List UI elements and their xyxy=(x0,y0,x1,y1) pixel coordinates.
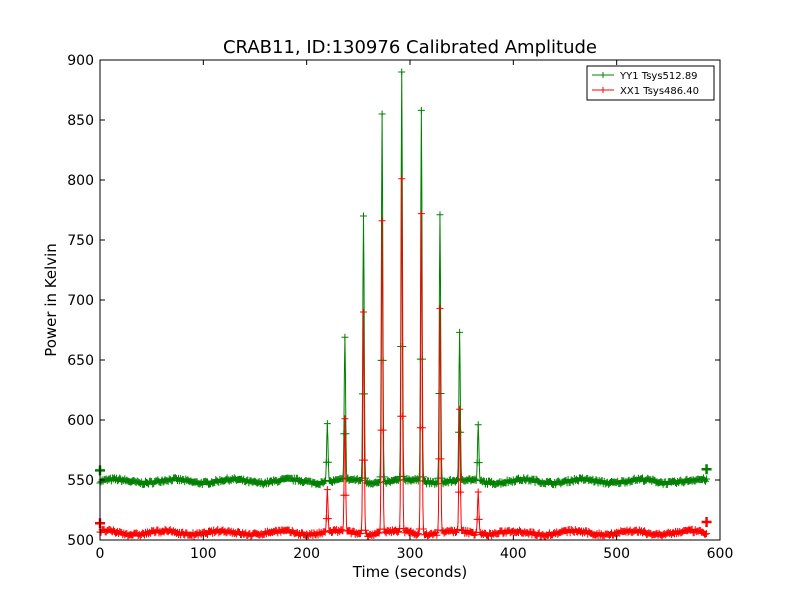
data-point xyxy=(703,530,711,538)
data-point xyxy=(360,212,367,220)
data-point xyxy=(457,488,465,496)
data-point xyxy=(398,175,406,183)
data-point xyxy=(437,455,445,463)
data-point xyxy=(321,528,329,536)
data-point xyxy=(342,430,350,438)
y-tick-label: 900 xyxy=(67,53,94,69)
data-point xyxy=(324,515,332,523)
data-point xyxy=(438,474,446,482)
x-axis-label: Time (seconds) xyxy=(352,563,468,581)
data-point xyxy=(378,110,386,118)
data-point xyxy=(475,459,483,467)
data-point xyxy=(395,476,403,484)
legend-marker xyxy=(600,72,606,78)
data-point xyxy=(360,308,367,316)
data-point xyxy=(342,491,350,499)
y-tick-label: 850 xyxy=(67,113,94,129)
y-tick-label: 800 xyxy=(67,173,94,189)
data-point xyxy=(361,456,369,464)
y-tick-label: 650 xyxy=(67,353,94,369)
legend-label: XX1 Tsys486.40 xyxy=(620,86,699,97)
data-point xyxy=(378,217,386,225)
data-point xyxy=(457,428,465,436)
data-point xyxy=(703,475,711,483)
plot-frame xyxy=(99,59,721,541)
data-point xyxy=(475,515,483,523)
data-point xyxy=(338,526,346,534)
data-point xyxy=(362,474,370,482)
data-point xyxy=(394,528,402,536)
legend-item: XX1 Tsys486.40 xyxy=(592,86,699,97)
data-point xyxy=(380,473,388,481)
legend-marker xyxy=(600,87,606,93)
data-point xyxy=(432,478,440,486)
x-axis: 0 100 200 300 400 500 600 xyxy=(96,60,734,562)
data-point xyxy=(398,68,406,76)
data-point xyxy=(433,531,441,539)
data-point xyxy=(471,475,479,483)
data-point xyxy=(454,526,462,534)
legend: YY1 Tsys512.89 XX1 Tsys486.40 xyxy=(586,65,715,101)
data-point xyxy=(323,420,331,428)
legend-box xyxy=(586,65,715,101)
data-point xyxy=(417,106,425,114)
data-point xyxy=(324,458,332,466)
x-tick-label: 200 xyxy=(293,546,320,562)
data-point xyxy=(417,210,425,218)
data-point xyxy=(341,333,349,341)
y-tick-label: 500 xyxy=(67,533,94,549)
plot-area xyxy=(95,68,712,540)
chart-title: CRAB11, ID:130976 Calibrated Amplitude xyxy=(223,37,597,58)
data-point xyxy=(356,529,364,537)
data-point xyxy=(474,488,482,496)
end-marker xyxy=(701,464,712,475)
y-tick-label: 750 xyxy=(67,233,94,249)
series-xx1 xyxy=(95,175,712,540)
y-axis: 500 550 600 650 700 750 800 850 900 xyxy=(67,53,720,549)
y-tick-label: 700 xyxy=(67,293,94,309)
series-markers xyxy=(95,175,712,540)
legend-item: YY1 Tsys512.89 xyxy=(592,71,698,82)
data-point xyxy=(323,486,331,494)
data-point xyxy=(203,531,211,539)
y-tick-label: 550 xyxy=(67,473,94,489)
data-point xyxy=(362,526,370,534)
data-point xyxy=(413,531,421,539)
data-point xyxy=(375,479,383,487)
series-yy1 xyxy=(95,68,712,489)
data-point xyxy=(414,477,422,485)
data-point xyxy=(375,529,383,537)
x-tick-label: 100 xyxy=(190,546,217,562)
data-point xyxy=(456,405,464,413)
data-point xyxy=(419,525,427,533)
end-marker xyxy=(701,517,712,527)
y-axis-label: Power in Kelvin xyxy=(42,243,60,357)
data-point xyxy=(320,478,328,486)
x-tick-label: 300 xyxy=(397,546,424,562)
series-markers xyxy=(95,68,712,489)
legend-label: YY1 Tsys512.89 xyxy=(619,71,698,82)
x-tick-label: 400 xyxy=(500,546,527,562)
data-point xyxy=(436,304,444,312)
x-tick-label: 500 xyxy=(603,546,630,562)
data-point xyxy=(379,426,387,434)
data-point xyxy=(436,211,444,219)
x-tick-label: 0 xyxy=(96,546,105,562)
x-tick-label: 600 xyxy=(707,546,734,562)
data-point xyxy=(474,421,482,429)
data-point xyxy=(418,424,426,432)
data-point xyxy=(414,530,422,538)
data-point xyxy=(399,412,407,420)
y-tick-label: 600 xyxy=(67,413,94,429)
data-point xyxy=(456,328,464,336)
data-point xyxy=(419,473,427,481)
data-point xyxy=(454,475,462,483)
data-point xyxy=(341,415,349,423)
